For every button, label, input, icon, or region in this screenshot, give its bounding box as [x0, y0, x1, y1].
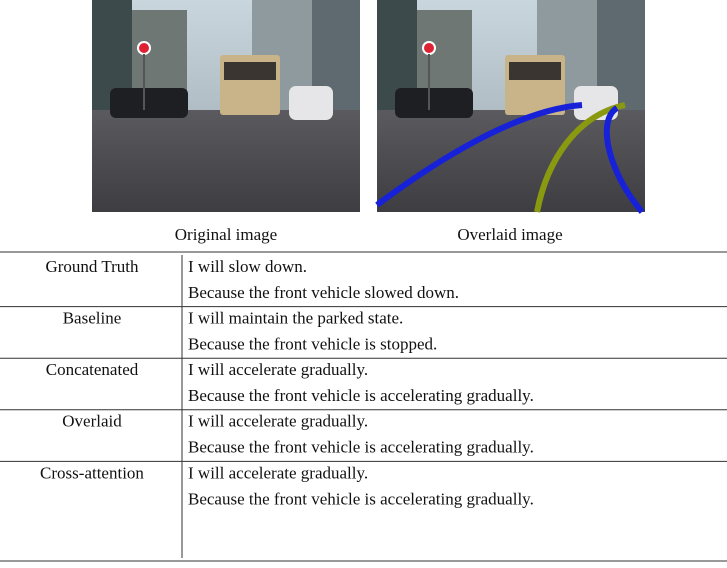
row-text: I will accelerate gradually. — [188, 360, 368, 379]
original-image — [91, 0, 361, 213]
row-label: Concatenated — [46, 360, 139, 379]
row-text: I will accelerate gradually. — [188, 412, 368, 431]
row-text: Because the front vehicle is acceleratin… — [188, 438, 534, 457]
row-text: Because the front vehicle is stopped. — [188, 335, 437, 354]
caption: Original image — [175, 225, 277, 244]
row-text: Because the front vehicle is acceleratin… — [188, 386, 534, 405]
row-text: Because the front vehicle slowed down. — [188, 283, 459, 302]
overlaid-image — [375, 0, 646, 214]
row-text: I will accelerate gradually. — [188, 463, 368, 482]
row-label: Ground Truth — [45, 257, 139, 276]
row-label: Cross-attention — [40, 463, 144, 482]
row-text: I will maintain the parked state. — [188, 309, 403, 328]
row-text: I will slow down. — [188, 257, 307, 276]
row-text: Because the front vehicle is acceleratin… — [188, 489, 534, 508]
row-label: Baseline — [63, 309, 122, 328]
caption: Overlaid image — [457, 225, 562, 244]
row-label: Overlaid — [62, 412, 122, 431]
